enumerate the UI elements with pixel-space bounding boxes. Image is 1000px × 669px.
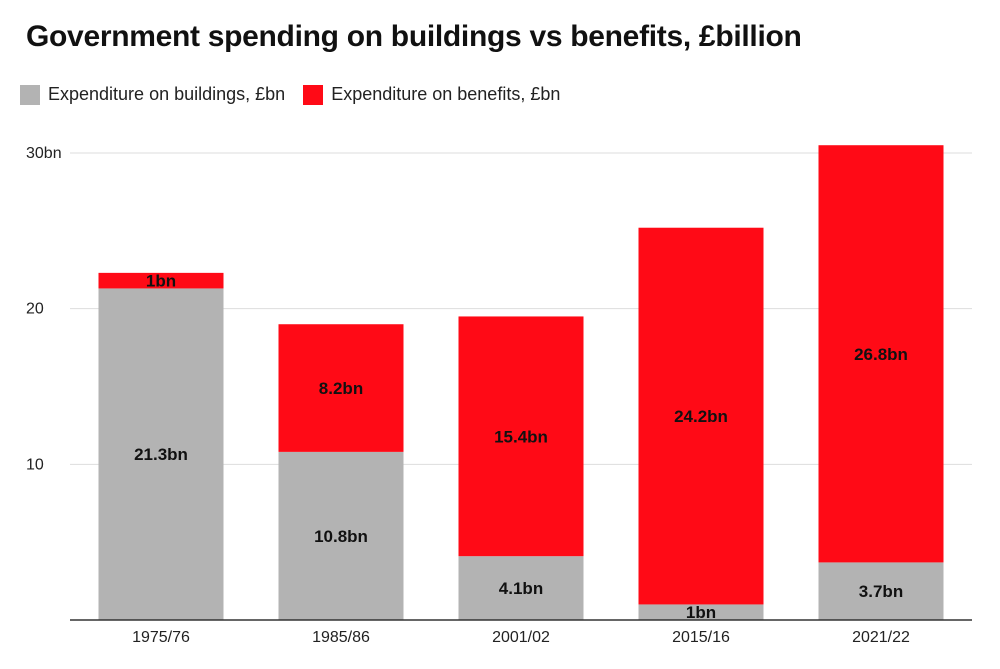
data-label-buildings: 4.1bn: [499, 579, 543, 598]
x-tick-label: 1975/76: [132, 629, 190, 646]
data-label-benefits: 15.4bn: [494, 427, 548, 446]
legend-label-benefits: Expenditure on benefits, £bn: [331, 84, 561, 104]
bar-buildings: [458, 556, 584, 620]
legend-label-buildings: Expenditure on buildings, £bn: [48, 84, 286, 104]
bar-benefits: [818, 145, 944, 563]
bar-buildings: [278, 451, 404, 620]
data-label-buildings: 21.3bn: [134, 445, 188, 464]
bar-benefits: [98, 272, 224, 289]
bar-benefits: [458, 316, 584, 557]
bar-benefits: [638, 227, 764, 605]
data-label-buildings: 1bn: [686, 603, 716, 622]
bar-buildings: [818, 562, 944, 620]
bar-buildings: [98, 288, 224, 620]
data-label-benefits: 26.8bn: [854, 345, 908, 364]
legend-item-benefits: Expenditure on benefits, £bn: [303, 84, 560, 105]
data-label-benefits: 8.2bn: [319, 379, 363, 398]
x-tick-label: 2001/02: [492, 629, 550, 646]
chart-title: Government spending on buildings vs bene…: [26, 20, 802, 53]
x-tick-label: 2015/16: [672, 629, 730, 646]
x-tick-label: 1985/86: [312, 629, 370, 646]
y-tick-label: 30bn: [26, 145, 62, 162]
data-label-benefits: 24.2bn: [674, 407, 728, 426]
axes: 10 20 30bn 1975/76 1985/86 2001/02 2015/16 2021…: [26, 145, 972, 646]
legend-swatch-buildings: [20, 84, 40, 105]
legend-item-buildings: Expenditure on buildings, £bn: [20, 84, 285, 105]
y-tick-label: 10: [26, 456, 44, 473]
data-label-buildings: 10.8bn: [314, 527, 368, 546]
legend-swatch-benefits: [303, 84, 324, 105]
data-label-benefits: 1bn: [146, 272, 176, 291]
bar-benefits: [278, 324, 404, 452]
bar-buildings: [638, 604, 764, 620]
data-label-buildings: 3.7bn: [859, 582, 903, 601]
y-tick-label: 20: [26, 301, 44, 318]
legend: Expenditure on buildings, £bn Expenditur…: [20, 84, 578, 105]
x-tick-label: 2021/22: [852, 629, 910, 646]
bars: [98, 145, 944, 620]
data-labels: 21.3bn 1bn 10.8bn 8.2bn 4.1bn 15.4bn 1bn 24.2bn…: [134, 272, 908, 623]
